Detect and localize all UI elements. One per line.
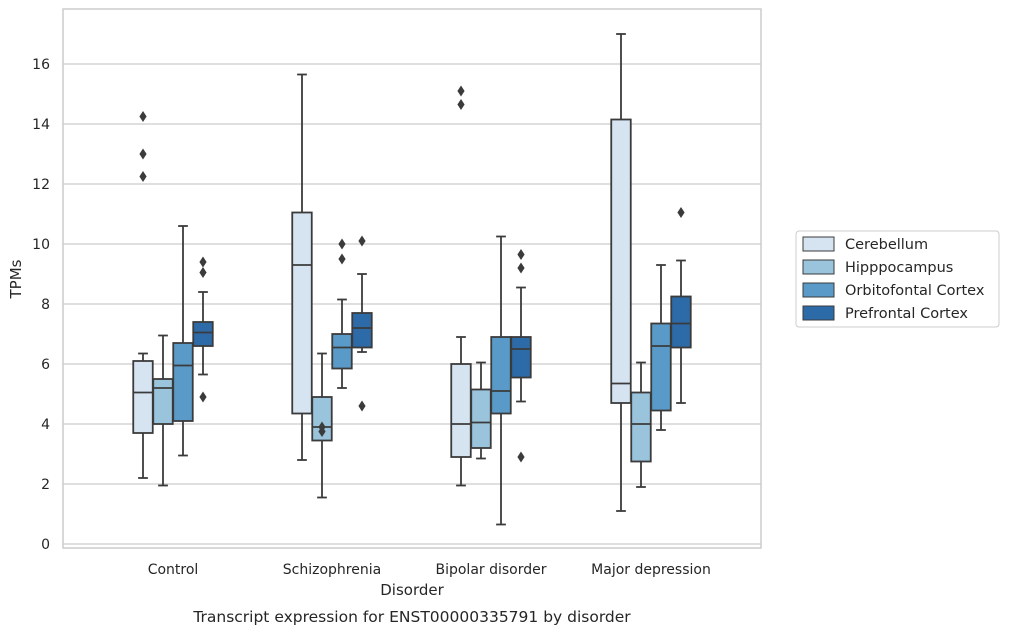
- legend-frame: [795, 230, 1000, 328]
- legend-swatch: [802, 236, 835, 252]
- box-iqr: [172, 342, 194, 422]
- y-axis-label: TPMs: [7, 259, 25, 299]
- box-prefrontal-cortex: [351, 235, 373, 412]
- legend-entry-label: Orbitofontal Cortex: [845, 283, 985, 299]
- legend-swatch: [802, 282, 835, 298]
- box-cerebellum: [291, 73, 313, 461]
- box-hipppocampus: [311, 352, 333, 499]
- y-tick-label: 16: [32, 57, 50, 73]
- box-iqr: [650, 322, 672, 412]
- box-prefrontal-cortex: [510, 249, 532, 463]
- box-iqr: [311, 396, 333, 442]
- x-axis-ticks: Control Schizophrenia Bipolar disorder Majo…: [148, 562, 711, 578]
- box-iqr: [351, 312, 373, 349]
- outlier-point: [517, 249, 525, 260]
- y-tick-label: 10: [32, 237, 50, 253]
- box-cerebellum: [610, 33, 632, 512]
- x-tick-label: Schizophrenia: [283, 562, 381, 578]
- box-orbitofontal-cortex: [331, 238, 353, 389]
- outlier-point: [139, 148, 147, 160]
- outlier-point: [358, 235, 366, 247]
- box-iqr: [470, 388, 492, 449]
- y-axis-ticks: 0 2 4 6 8 10 12 14 16: [32, 57, 50, 553]
- box-cerebellum: [132, 111, 154, 479]
- legend-swatch: [802, 259, 835, 275]
- x-tick-label: Major depression: [591, 562, 711, 578]
- box-iqr: [630, 391, 652, 463]
- y-tick-label: 8: [41, 297, 50, 313]
- y-tick-label: 2: [41, 477, 50, 493]
- box-orbitofontal-cortex: [650, 264, 672, 431]
- outlier-point: [318, 421, 326, 433]
- legend-entry-label: Prefrontal Cortex: [845, 306, 968, 322]
- box-iqr: [670, 295, 692, 349]
- y-tick-label: 6: [41, 357, 50, 373]
- outlier-point: [199, 391, 207, 403]
- box-iqr: [331, 333, 353, 370]
- outlier-point: [139, 111, 147, 122]
- legend-swatch: [802, 305, 835, 321]
- box-prefrontal-cortex: [670, 207, 692, 404]
- x-axis-label: Disorder: [380, 581, 444, 599]
- box-orbitofontal-cortex: [490, 235, 512, 526]
- box-series: [132, 33, 692, 526]
- box-iqr: [152, 378, 174, 425]
- outlier-point: [338, 253, 346, 265]
- outlier-point: [457, 85, 465, 97]
- plot-background: [63, 9, 761, 548]
- figure-caption: Transcript expression for ENST0000033579…: [192, 608, 631, 626]
- box-iqr: [510, 336, 532, 379]
- box-prefrontal-cortex: [192, 256, 214, 403]
- outlier-point: [338, 238, 346, 250]
- box-iqr: [291, 211, 313, 415]
- box-iqr: [132, 360, 154, 434]
- outlier-point: [358, 400, 366, 412]
- legend-entry-label: Hipppocampus: [845, 260, 953, 276]
- outlier-point: [457, 99, 465, 110]
- outlier-point: [139, 171, 147, 182]
- y-tick-label: 0: [41, 537, 50, 553]
- outlier-point: [199, 256, 207, 268]
- x-tick-label: Control: [148, 562, 199, 578]
- box-orbitofontal-cortex: [172, 225, 194, 457]
- y-tick-label: 4: [41, 417, 50, 433]
- legend: Cerebellum Hipppocampus Orbitofontal Corte…: [795, 230, 1000, 328]
- outlier-point: [199, 267, 207, 278]
- box-iqr: [450, 363, 472, 458]
- y-tick-label: 12: [32, 177, 50, 193]
- box-iqr: [490, 336, 512, 415]
- outlier-point: [517, 262, 525, 274]
- box-hipppocampus: [470, 361, 492, 460]
- legend-entry-label: Cerebellum: [845, 237, 928, 253]
- outlier-point: [517, 451, 525, 463]
- plot-frame: [62, 8, 762, 549]
- outlier-point: [677, 207, 685, 218]
- box-hipppocampus: [630, 361, 652, 488]
- x-tick-label: Bipolar disorder: [435, 562, 546, 578]
- y-tick-label: 14: [32, 117, 50, 133]
- box-iqr: [610, 118, 632, 404]
- box-iqr: [192, 321, 214, 347]
- box-cerebellum: [450, 85, 472, 487]
